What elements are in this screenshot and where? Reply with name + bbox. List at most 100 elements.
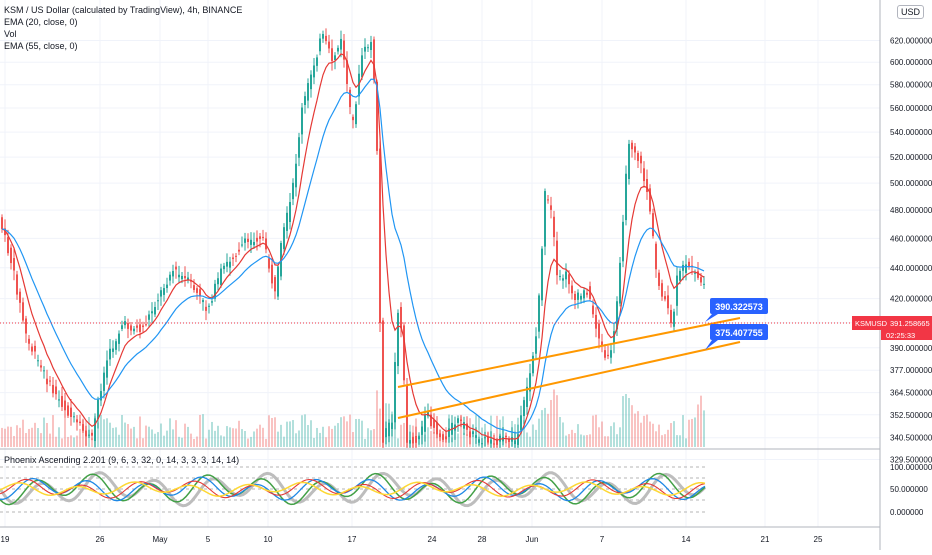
volume-bar [367,428,369,447]
candle-body [688,261,690,268]
candle-body [700,277,702,283]
candle-body [403,325,405,381]
volume-bar [688,419,690,447]
candle-body [13,258,15,271]
volume-bar [334,425,336,447]
candle-body [319,38,321,52]
volume-bar [121,415,123,447]
candle-body [85,430,87,437]
candle-body [532,355,534,374]
candle-body [541,248,543,301]
candle-body [574,293,576,301]
candle-body [556,240,558,276]
currency-button[interactable]: USD [896,5,924,19]
volume-bar [97,422,99,447]
volume-bar [49,433,51,447]
volume-bar [250,436,252,447]
volume-bar [64,417,66,447]
volume-bar [673,421,675,447]
volume-bar [595,414,597,447]
candle-body [73,416,75,418]
oscillator-legend[interactable]: Phoenix Ascending 2.201 (9, 6, 3, 32, 0,… [4,455,240,465]
volume-bar [232,428,234,447]
upper-trendline[interactable] [397,317,741,388]
volume-legend[interactable]: Vol [4,29,17,39]
osc-y-tick-label: 0.000000 [890,508,924,517]
upper-trendline-label[interactable]: 390.322573 [705,298,768,322]
candle-body [109,348,111,360]
ema20-line [1,53,705,441]
lower-trendline-label[interactable]: 375.407755 [705,324,768,350]
candle-body [406,385,408,443]
candle-body [28,338,30,344]
candle-body [508,438,510,442]
candle-body [202,300,204,303]
candle-body [355,104,357,125]
volume-bar [136,438,138,447]
volume-bar [106,418,108,447]
volume-bar [76,435,78,447]
ema55-legend[interactable]: EMA (55, close, 0) [4,41,78,51]
volume-bar [241,429,243,447]
volume-bar [460,416,462,447]
volume-bar [304,414,306,447]
candle-body [682,264,684,271]
volume-bar [697,404,699,447]
candle-body [346,60,348,84]
candle-body [1,217,3,229]
volume-bar [73,437,75,447]
candle-body [394,362,396,423]
volume-bar [277,431,279,447]
volume-bar [577,424,579,447]
candle-body [142,325,144,328]
candle-body [592,305,594,315]
volume-bar [316,427,318,447]
candle-body [133,328,135,332]
volume-bar [265,438,267,447]
volume-bar [568,434,570,447]
y-tick-label: 500.000000 [890,179,932,188]
candle-body [535,336,537,354]
candle-body [178,274,180,278]
candle-body [160,290,162,297]
candle-body [598,323,600,339]
volume-bar [373,429,375,447]
candle-body [187,277,189,281]
candle-body [124,321,126,326]
candle-body [433,419,435,428]
lower-trendline[interactable] [397,341,741,419]
volume-bar [34,422,36,447]
volume-bar [679,435,681,447]
volume-bar [22,419,24,447]
volume-bar [160,423,162,447]
candle-body [184,276,186,279]
volume-bar [646,414,648,447]
candle-body [493,443,495,445]
x-tick-label: 21 [761,535,770,544]
candle-body [220,268,222,286]
y-tick-label: 540.000000 [890,128,932,137]
volume-bar [118,434,120,447]
volume-bar [553,389,555,447]
x-tick-label: 10 [264,535,273,544]
candle-body [325,35,327,42]
volume-bar [271,417,273,447]
y-tick-label: 460.000000 [890,234,932,243]
x-tick-label: 7 [600,535,605,544]
candle-body [67,405,69,416]
ema20-legend[interactable]: EMA (20, close, 0) [4,17,78,27]
volume-bar [643,415,645,447]
volume-bar [193,438,195,447]
volume-bar [538,418,540,447]
candle-body [82,424,84,431]
volume-bar [1,427,3,447]
volume-bar [352,432,354,447]
candle-body [244,238,246,243]
volume-bar [703,410,705,447]
volume-bar [226,426,228,447]
volume-bar [109,422,111,447]
volume-bar [202,414,204,447]
candle-body [226,261,228,267]
